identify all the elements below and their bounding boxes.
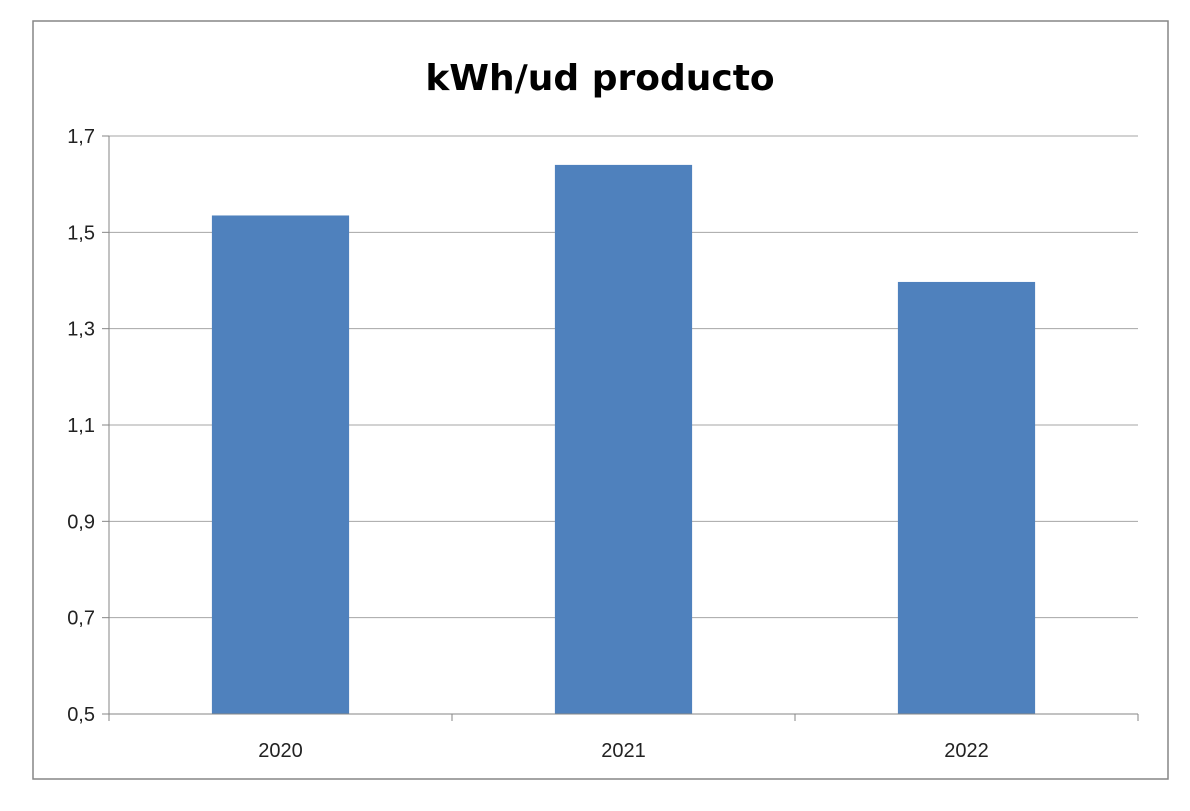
x-tick-label: 2021 — [601, 740, 646, 762]
y-tick-label: 1,5 — [67, 222, 95, 244]
bar-2021 — [554, 164, 693, 714]
bar-2022 — [897, 281, 1036, 714]
bars — [211, 164, 1036, 714]
tick-labels: 0,5 0,7 0,9 1,1 1,3 1,5 1,7 2020 2021 2022 — [67, 126, 989, 762]
y-tick-label: 1,1 — [67, 415, 95, 437]
x-tick-label: 2022 — [944, 740, 989, 762]
x-tick-label: 2020 — [258, 740, 303, 762]
chart-title: kWh/ud producto — [425, 58, 774, 99]
y-tick-label: 1,3 — [67, 319, 95, 341]
y-tick-label: 0,5 — [67, 704, 95, 726]
y-tick-label: 1,7 — [67, 126, 95, 148]
axes — [102, 135, 1139, 721]
y-tick-label: 0,9 — [67, 511, 95, 533]
y-tick-label: 0,7 — [67, 608, 95, 630]
bar-2020 — [211, 215, 350, 714]
